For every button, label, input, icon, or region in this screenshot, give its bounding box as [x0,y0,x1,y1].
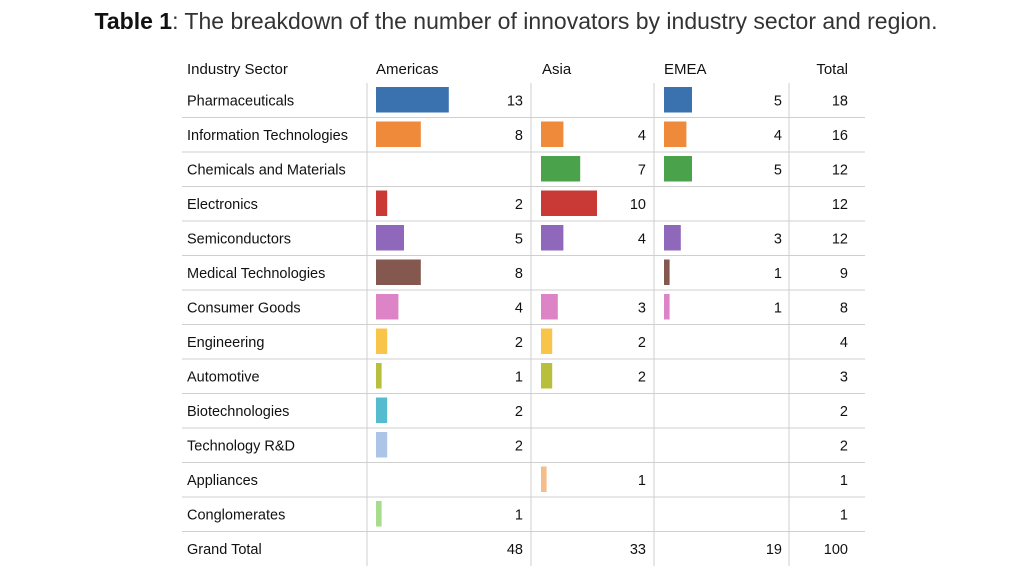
value-americas: 4 [515,300,523,316]
bar-asia [541,466,547,492]
value-total: 2 [840,404,848,420]
bar-americas [376,397,388,423]
bar-asia [541,328,553,354]
bar-emea [664,294,670,320]
bar-americas [376,259,421,285]
value-americas: 2 [515,404,523,420]
value-asia: 7 [638,162,646,178]
bar-americas [376,294,399,320]
bar-americas [376,190,388,216]
caption-label: Table 1 [94,8,173,34]
grand-total-total: 100 [824,542,848,558]
sector-label: Chemicals and Materials [187,162,346,178]
value-total: 3 [840,369,848,385]
value-emea: 1 [774,300,782,316]
sector-label: Consumer Goods [187,300,301,316]
value-total: 12 [832,162,848,178]
value-total: 4 [840,335,848,351]
column-header: EMEA [664,61,707,78]
sector-label: Electronics [187,197,258,213]
value-emea: 5 [774,162,782,178]
bar-americas [376,87,449,113]
bar-emea [664,121,687,147]
value-total: 9 [840,266,848,282]
bar-asia [541,225,564,251]
value-asia: 4 [638,128,646,144]
value-americas: 2 [515,335,523,351]
grand-total-label: Grand Total [187,542,262,558]
bar-emea [664,225,681,251]
value-americas: 8 [515,128,523,144]
bar-americas [376,225,404,251]
value-americas: 1 [515,369,523,385]
column-header: Americas [376,61,439,78]
value-total: 1 [840,473,848,489]
bar-americas [376,501,382,527]
value-emea: 5 [774,93,782,109]
grand-total-americas: 48 [507,542,523,558]
bar-emea [664,87,692,113]
value-total: 2 [840,438,848,454]
sector-label: Automotive [187,369,260,385]
sector-label: Appliances [187,473,258,489]
bar-americas [376,328,388,354]
sector-label: Biotechnologies [187,404,289,420]
value-americas: 1 [515,507,523,523]
value-asia: 10 [630,197,646,213]
value-americas: 2 [515,197,523,213]
sector-label: Semiconductors [187,231,291,247]
bar-emea [664,259,670,285]
bar-americas [376,363,382,389]
value-emea: 3 [774,231,782,247]
column-header: Industry Sector [187,61,288,78]
table-caption: Table 1: The breakdown of the number of … [0,8,1032,35]
bar-asia [541,294,558,320]
value-asia: 4 [638,231,646,247]
column-header: Total [816,61,848,78]
value-americas: 8 [515,266,523,282]
value-asia: 2 [638,335,646,351]
value-total: 16 [832,128,848,144]
value-asia: 2 [638,369,646,385]
value-total: 12 [832,197,848,213]
sector-label: Engineering [187,335,264,351]
bar-asia [541,363,553,389]
bar-asia [541,190,597,216]
sector-label: Medical Technologies [187,266,325,282]
value-emea: 1 [774,266,782,282]
grand-total-asia: 33 [630,542,646,558]
bar-emea [664,156,692,182]
sector-label: Technology R&D [187,438,295,454]
value-total: 18 [832,93,848,109]
value-asia: 1 [638,473,646,489]
bar-asia [541,121,564,147]
value-total: 8 [840,300,848,316]
value-asia: 3 [638,300,646,316]
sector-label: Pharmaceuticals [187,93,294,109]
value-total: 12 [832,231,848,247]
bar-americas [376,432,388,458]
sector-label: Conglomerates [187,507,285,523]
value-americas: 13 [507,93,523,109]
column-header: Asia [542,61,572,78]
sector-label: Information Technologies [187,128,348,144]
value-americas: 2 [515,438,523,454]
bar-asia [541,156,581,182]
grand-total-emea: 19 [766,542,782,558]
value-emea: 4 [774,128,782,144]
caption-text: : The breakdown of the number of innovat… [172,8,938,34]
bar-americas [376,121,421,147]
value-total: 1 [840,507,848,523]
value-americas: 5 [515,231,523,247]
